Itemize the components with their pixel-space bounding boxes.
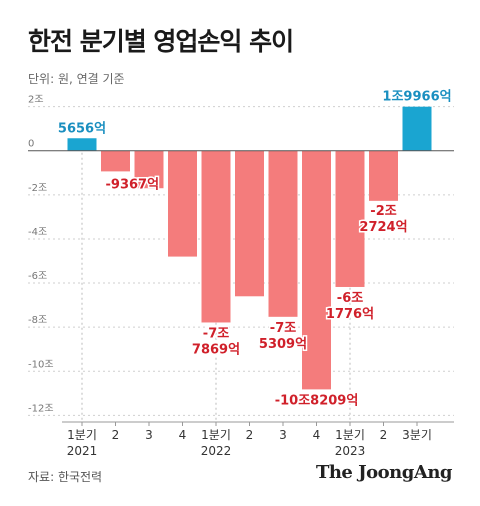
x-tick-label: 2 bbox=[380, 428, 388, 442]
data-label: -7조 bbox=[270, 321, 296, 336]
year-label: 2021 bbox=[67, 444, 98, 458]
x-tick-label: 3 bbox=[279, 428, 287, 442]
y-tick-label: 0 bbox=[28, 139, 34, 150]
data-label: 1조9966억 bbox=[382, 90, 451, 105]
data-label: -9367억 bbox=[106, 177, 160, 192]
brand-logo: The JoongAng bbox=[315, 462, 453, 483]
data-label: 1776억 bbox=[326, 307, 374, 322]
data-label: -2조 bbox=[370, 204, 396, 219]
bar bbox=[335, 150, 365, 287]
bar bbox=[168, 150, 197, 257]
bar bbox=[101, 150, 130, 172]
bar bbox=[134, 150, 164, 189]
source-note: 자료: 한국전력 bbox=[28, 470, 103, 484]
year-label: 2023 bbox=[335, 444, 366, 458]
x-tick-label: 4 bbox=[313, 428, 321, 442]
y-tick-label: -8조 bbox=[28, 315, 47, 326]
y-tick-label: -6조 bbox=[28, 271, 47, 282]
y-tick-label: -4조 bbox=[28, 227, 47, 238]
x-tick-label: 1분기 bbox=[201, 428, 231, 442]
x-tick-label: 1분기 bbox=[335, 428, 365, 442]
data-label: 2724억 bbox=[359, 220, 407, 235]
data-label: 5656억 bbox=[58, 121, 106, 136]
y-tick-label: 2조 bbox=[28, 95, 44, 106]
x-tick-label: 1분기 bbox=[67, 428, 97, 442]
bar bbox=[67, 138, 97, 151]
unit-note: 단위: 원, 연결 기준 bbox=[28, 72, 125, 86]
x-tick-label: 4 bbox=[179, 428, 187, 442]
y-tick-label: -10조 bbox=[28, 359, 54, 370]
year-label: 2022 bbox=[201, 444, 232, 458]
bar bbox=[201, 150, 231, 323]
data-label: 7869억 bbox=[192, 342, 240, 357]
x-tick-label: 3분기 bbox=[402, 428, 432, 442]
data-label: -10조8209억 bbox=[275, 393, 359, 408]
x-tick-label: 2 bbox=[246, 428, 254, 442]
x-tick-label: 2 bbox=[112, 428, 120, 442]
data-label: -7조 bbox=[203, 326, 229, 341]
bar bbox=[268, 150, 298, 317]
chart-title: 한전 분기별 영업손익 추이 bbox=[28, 27, 294, 56]
bar bbox=[235, 150, 264, 297]
bar bbox=[302, 150, 331, 390]
x-tick-label: 3 bbox=[145, 428, 153, 442]
data-label: 5309억 bbox=[259, 337, 307, 352]
y-tick-label: -2조 bbox=[28, 183, 47, 194]
bar bbox=[402, 106, 432, 151]
y-tick-label: -12조 bbox=[28, 403, 54, 414]
bar bbox=[369, 150, 398, 201]
data-label: -6조 bbox=[337, 291, 363, 306]
